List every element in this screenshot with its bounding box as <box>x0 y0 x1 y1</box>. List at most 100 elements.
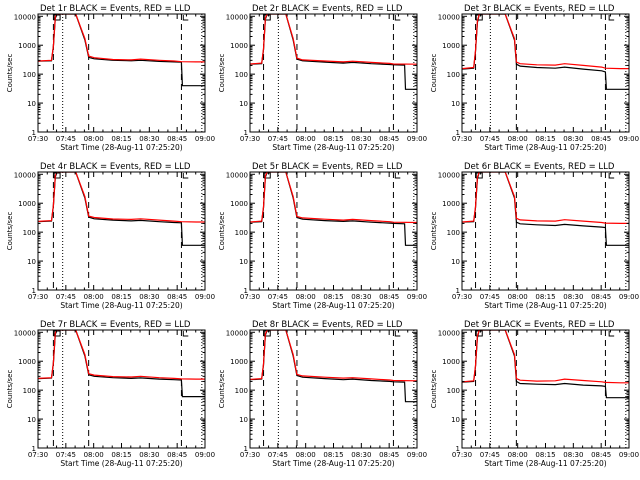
lld-series-line <box>250 172 417 224</box>
plot-frame <box>249 13 418 133</box>
y-tick-label: 1000 <box>230 358 248 366</box>
y-tick-label: 1000 <box>442 358 460 366</box>
y-tick-label: 10000 <box>226 171 248 179</box>
x-tick-label: 08:30 <box>139 451 159 459</box>
y-tick-label: 1 <box>244 445 248 453</box>
bracket-marker <box>182 331 189 337</box>
bracket-marker <box>394 15 401 21</box>
y-tick-label: 1 <box>456 287 460 295</box>
y-tick-label: 1000 <box>230 200 248 208</box>
plot-frame <box>249 171 418 291</box>
y-tick-label: 10000 <box>438 329 460 337</box>
detector-panel: 1 10 100 1000 10000 07:30 07:45 08:00 08:15 08:30… <box>218 320 427 468</box>
y-tick-label: 1000 <box>18 358 36 366</box>
x-axis-label: Start Time (28-Aug-11 07:25:20) <box>60 459 182 468</box>
x-axis-label: Start Time (28-Aug-11 07:25:20) <box>60 301 182 310</box>
x-tick-label: 07:45 <box>268 293 288 301</box>
plot-frame <box>37 13 206 133</box>
x-tick-label: 07:30 <box>240 451 260 459</box>
y-tick-label: 10000 <box>226 13 248 21</box>
x-tick-label: 09:00 <box>195 451 215 459</box>
y-axis-label: Counts/sec <box>218 212 226 251</box>
y-tick-label: 10000 <box>14 13 36 21</box>
x-tick-label: 08:00 <box>84 451 104 459</box>
x-tick-label: 08:15 <box>111 293 131 301</box>
x-tick-label: 08:00 <box>84 135 104 143</box>
x-tick-label: 08:00 <box>296 135 316 143</box>
y-tick-label: 100 <box>447 387 460 395</box>
y-tick-label: 10 <box>239 258 248 266</box>
events-series-line <box>462 172 629 246</box>
x-tick-label: 08:15 <box>323 135 343 143</box>
x-tick-label: 08:15 <box>535 135 555 143</box>
detector-panel: 1 10 100 1000 10000 07:30 07:45 08:00 08:15 08:30… <box>430 4 639 152</box>
plot-frame <box>461 13 630 133</box>
x-tick-label: 08:30 <box>563 135 583 143</box>
lld-series-line <box>250 330 417 382</box>
x-tick-label: 08:15 <box>535 293 555 301</box>
y-tick-label: 1 <box>244 129 248 137</box>
x-tick-label: 08:45 <box>591 135 611 143</box>
plot-frame <box>461 329 630 449</box>
x-tick-label: 09:00 <box>195 135 215 143</box>
detector-panel: 1 10 100 1000 10000 07:30 07:45 08:00 08:15 08:30… <box>218 162 427 310</box>
y-tick-label: 10 <box>451 258 460 266</box>
panel-title: Det 9r BLACK = Events, RED = LLD <box>464 320 615 330</box>
y-axis-label: Counts/sec <box>6 212 14 251</box>
x-tick-label: 08:45 <box>591 293 611 301</box>
lld-series-line <box>38 14 205 63</box>
y-tick-label: 1000 <box>442 200 460 208</box>
x-tick-label: 09:00 <box>619 293 639 301</box>
y-tick-label: 10 <box>27 416 36 424</box>
events-series-line <box>462 330 629 399</box>
y-tick-label: 10000 <box>14 329 36 337</box>
panel-title: Det 4r BLACK = Events, RED = LLD <box>40 162 191 172</box>
x-tick-label: 09:00 <box>195 293 215 301</box>
x-tick-label: 08:30 <box>351 293 371 301</box>
y-axis-label: Counts/sec <box>430 370 438 409</box>
y-axis-label: Counts/sec <box>430 54 438 93</box>
bracket-marker <box>394 173 401 179</box>
x-tick-label: 08:30 <box>563 451 583 459</box>
bracket-marker <box>608 15 615 21</box>
x-axis-label: Start Time (28-Aug-11 07:25:20) <box>484 459 606 468</box>
y-tick-label: 100 <box>235 387 248 395</box>
x-tick-label: 07:30 <box>240 135 260 143</box>
plot-frame <box>249 329 418 449</box>
x-tick-label: 07:45 <box>480 293 500 301</box>
y-tick-label: 100 <box>23 387 36 395</box>
x-tick-label: 08:15 <box>535 451 555 459</box>
x-tick-label: 08:45 <box>379 293 399 301</box>
x-tick-label: 09:00 <box>619 451 639 459</box>
x-tick-label: 07:45 <box>480 135 500 143</box>
lld-series-line <box>38 172 205 223</box>
lld-series-line <box>462 14 629 70</box>
x-tick-label: 07:45 <box>480 451 500 459</box>
y-tick-label: 10000 <box>226 329 248 337</box>
panel-title: Det 1r BLACK = Events, RED = LLD <box>40 4 191 14</box>
x-axis-label: Start Time (28-Aug-11 07:25:20) <box>484 301 606 310</box>
bracket-marker <box>608 331 615 337</box>
y-tick-label: 100 <box>235 229 248 237</box>
x-tick-label: 09:00 <box>407 451 427 459</box>
events-series-line <box>462 14 629 90</box>
x-tick-label: 07:30 <box>28 451 48 459</box>
x-tick-label: 07:30 <box>452 135 472 143</box>
x-tick-label: 09:00 <box>407 135 427 143</box>
panel-title: Det 2r BLACK = Events, RED = LLD <box>252 4 403 14</box>
panel-title: Det 8r BLACK = Events, RED = LLD <box>252 320 403 330</box>
x-tick-label: 08:00 <box>508 293 528 301</box>
x-tick-label: 08:00 <box>296 293 316 301</box>
y-tick-label: 100 <box>235 71 248 79</box>
x-tick-label: 09:00 <box>407 293 427 301</box>
y-tick-label: 100 <box>447 71 460 79</box>
y-axis-label: Counts/sec <box>6 370 14 409</box>
x-tick-label: 08:30 <box>139 135 159 143</box>
x-tick-label: 08:00 <box>508 135 528 143</box>
y-axis-label: Counts/sec <box>6 54 14 93</box>
x-tick-label: 08:30 <box>139 293 159 301</box>
lld-series-line <box>250 14 417 65</box>
x-axis-label: Start Time (28-Aug-11 07:25:20) <box>272 301 394 310</box>
x-tick-label: 08:45 <box>167 135 187 143</box>
